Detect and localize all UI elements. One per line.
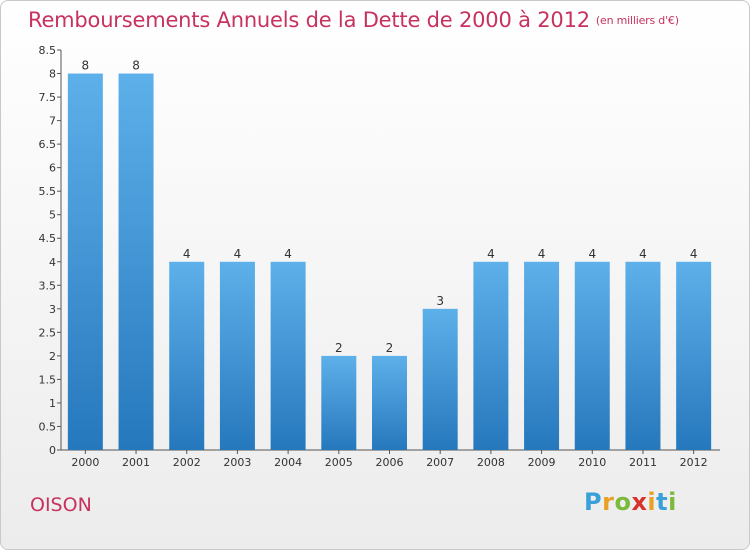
x-tick-label: 2003 <box>223 456 251 469</box>
x-tick-label: 2000 <box>71 456 99 469</box>
y-tick-label: 5 <box>49 209 56 222</box>
bar-2003 <box>219 261 255 450</box>
x-tick-label: 2006 <box>376 456 404 469</box>
data-label: 2 <box>335 341 343 355</box>
data-label: 4 <box>284 247 292 261</box>
bar-2007 <box>422 308 458 450</box>
chart-labels: 2000 8 2001 8 2002 4 2003 4 2004 4 2005 2 2006 2 2007 3… <box>71 59 707 469</box>
bar-2009 <box>524 261 560 450</box>
bar-2010 <box>574 261 610 450</box>
chart-unit: (en milliers d'€) <box>595 14 679 27</box>
bar-2005 <box>321 355 357 450</box>
y-tick-label: 1 <box>49 397 56 410</box>
y-tick-label: 8 <box>49 68 56 81</box>
x-tick-label: 2008 <box>477 456 505 469</box>
x-tick-label: 2011 <box>629 456 657 469</box>
bar-2008 <box>473 261 509 450</box>
y-tick-label: 0.5 <box>39 420 57 433</box>
y-tick-label: 8.5 <box>39 44 57 57</box>
bar-2001 <box>118 73 154 450</box>
y-tick-label: 4.5 <box>39 232 57 245</box>
data-label: 4 <box>487 247 495 261</box>
data-label: 4 <box>183 247 191 261</box>
bar-2011 <box>625 261 661 450</box>
proxiti-logo: Proxiti <box>584 488 677 516</box>
chart-title-text: Remboursements Annuels de la Dette de 20… <box>28 8 590 32</box>
y-tick-label: 1.5 <box>39 373 57 386</box>
y-tick-label: 2 <box>49 350 56 363</box>
y-tick-label: 6.5 <box>39 138 57 151</box>
x-tick-label: 2004 <box>274 456 302 469</box>
y-tick-label: 5.5 <box>39 185 57 198</box>
x-tick-label: 2007 <box>426 456 454 469</box>
y-tick-label: 3 <box>49 303 56 316</box>
data-label: 4 <box>690 247 698 261</box>
x-tick-label: 2005 <box>325 456 353 469</box>
data-label: 4 <box>234 247 242 261</box>
bar-2000 <box>67 73 103 450</box>
y-tick-label: 2.5 <box>39 326 57 339</box>
bar-2012 <box>676 261 712 450</box>
data-label: 4 <box>588 247 596 261</box>
data-label: 4 <box>538 247 546 261</box>
place-name: OISON <box>30 494 92 516</box>
y-tick-label: 6 <box>49 162 56 175</box>
y-tick-label: 3.5 <box>39 279 57 292</box>
x-tick-label: 2010 <box>578 456 606 469</box>
y-tick-label: 7 <box>49 115 56 128</box>
data-label: 8 <box>82 59 90 73</box>
data-label: 2 <box>386 341 394 355</box>
bar-2004 <box>270 261 306 450</box>
x-tick-label: 2009 <box>528 456 556 469</box>
x-tick-label: 2012 <box>680 456 708 469</box>
bar-2006 <box>372 355 407 450</box>
y-tick-label: 7.5 <box>39 91 57 104</box>
y-tick-label: 0 <box>49 444 56 457</box>
x-tick-label: 2001 <box>122 456 150 469</box>
chart-title: Remboursements Annuels de la Dette de 20… <box>28 8 679 32</box>
x-tick-label: 2002 <box>173 456 201 469</box>
bar-2002 <box>169 261 205 450</box>
data-label: 8 <box>132 59 140 73</box>
chart-bars <box>67 73 712 450</box>
data-label: 3 <box>436 294 444 308</box>
data-label: 4 <box>639 247 647 261</box>
y-tick-label: 4 <box>49 256 56 269</box>
